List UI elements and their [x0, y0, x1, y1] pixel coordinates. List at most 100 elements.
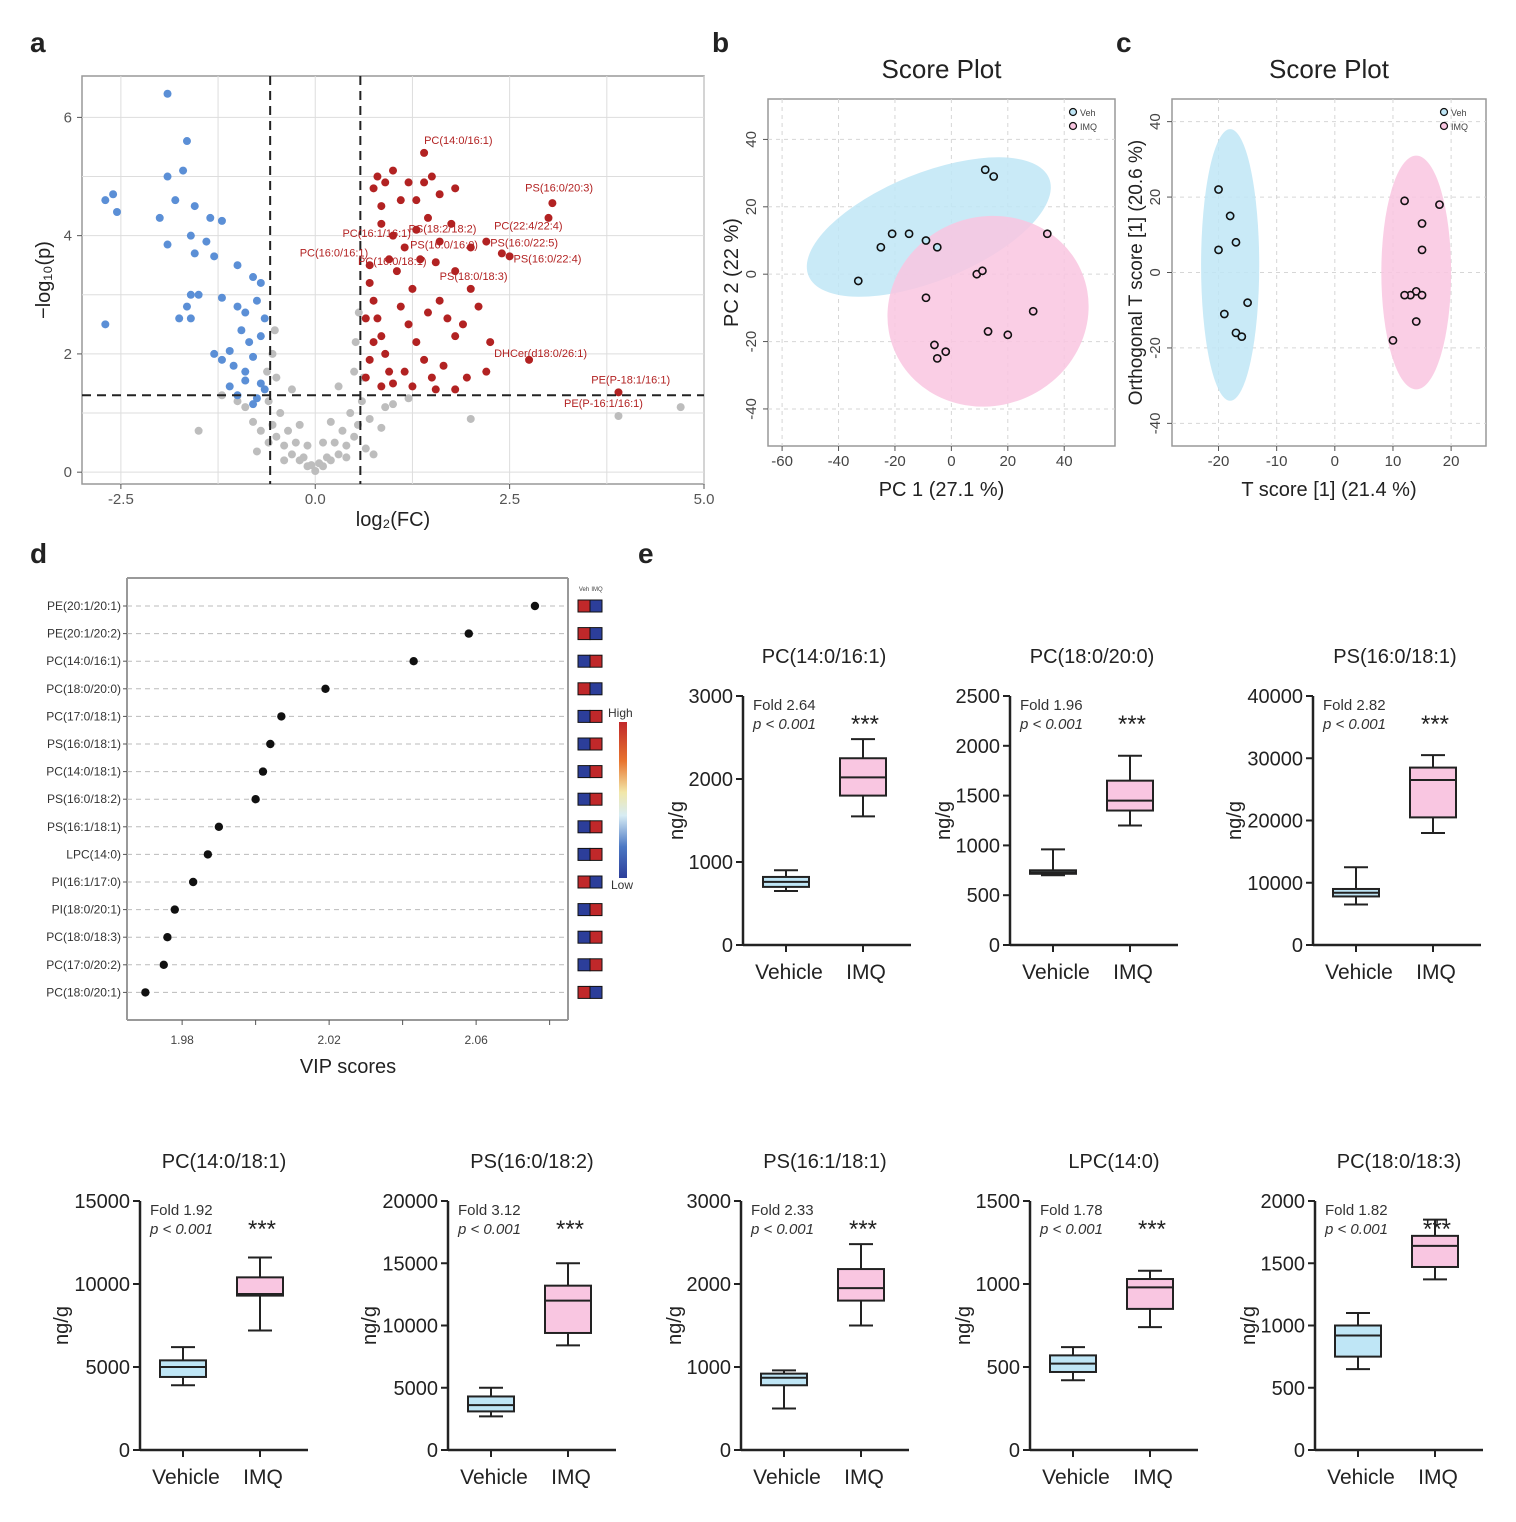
- vip-category-label: PE(20:1/20:1): [47, 599, 121, 613]
- boxplot-title: PS(16:0/18:1): [1333, 646, 1456, 668]
- panel-letters: a b c d e: [30, 27, 1132, 569]
- y-tick-label: 0: [64, 464, 72, 481]
- fold-change-text: Fold 1.96: [1020, 697, 1083, 714]
- ns-point: [307, 461, 316, 470]
- ns-point: [272, 373, 281, 382]
- fold-change-text: Fold 3.12: [458, 1202, 521, 1219]
- score-point-imq: [1003, 330, 1013, 340]
- x-axis-label: PC 1 (27.1 %): [879, 479, 1005, 501]
- down-point: [101, 320, 110, 329]
- y-axis-label: ng/g: [664, 1306, 686, 1345]
- y-axis-label: ng/g: [666, 801, 688, 840]
- ns-point: [299, 453, 308, 462]
- up-point: [451, 332, 460, 341]
- point-label: PE(P-16:1/16:1): [564, 398, 643, 410]
- ns-point: [326, 417, 335, 426]
- vip-point: [277, 712, 286, 721]
- x-tick-label: 1.98: [170, 1033, 194, 1047]
- heat-header: Veh: [579, 587, 589, 593]
- up-point: [373, 172, 382, 181]
- ns-point: [338, 426, 347, 435]
- box-vehicle: [760, 1372, 808, 1387]
- up-point: [400, 367, 409, 376]
- heat-cell: [577, 985, 591, 999]
- category-label-imq: IMQ: [1133, 1466, 1173, 1489]
- up-point: [389, 379, 397, 388]
- significance-stars: ***: [1423, 1216, 1451, 1243]
- y-tick-label: 20: [743, 198, 760, 215]
- down-point: [256, 379, 265, 388]
- up-point: [458, 320, 467, 329]
- y-tick-label: 6: [64, 109, 72, 126]
- ns-point: [252, 447, 261, 456]
- ns-point: [334, 450, 343, 459]
- up-point: [423, 308, 432, 317]
- up-point: [451, 184, 460, 193]
- score-point-imq: [1417, 245, 1427, 255]
- ns-point: [389, 400, 397, 409]
- heat-cell: [589, 709, 603, 723]
- down-point: [179, 166, 188, 175]
- down-point: [256, 278, 265, 287]
- significance-stars: ***: [1138, 1216, 1166, 1243]
- x-tick-label: -40: [828, 453, 850, 470]
- score-point-imq: [1435, 200, 1444, 210]
- score-point-imq: [1411, 317, 1421, 326]
- ns-point: [377, 423, 386, 432]
- y-axis-label: ng/g: [1238, 1306, 1260, 1345]
- vip-point: [464, 629, 473, 638]
- ns-point: [330, 438, 339, 447]
- up-point: [420, 148, 429, 157]
- score-point-imq: [1417, 219, 1427, 228]
- y-axis-label: ng/g: [933, 801, 955, 840]
- heat-cell: [577, 682, 591, 696]
- boxplot-3: PC(14:0/18:1) 0 5000 10000 15000 ng/g Vehicle I…: [51, 1151, 308, 1489]
- heat-cell: [589, 847, 603, 861]
- heat-cell: [589, 654, 603, 668]
- plot-frame: [81, 75, 705, 485]
- up-point: [389, 166, 397, 175]
- boxplot-7: PC(18:0/18:3) 0 500 1000 1500 2000 ng/g Vehicle…: [1238, 1151, 1483, 1489]
- heat-cell: [589, 820, 603, 834]
- up-point: [408, 284, 417, 293]
- y-tick-label: 1500: [1261, 1253, 1306, 1275]
- down-point: [229, 361, 238, 370]
- heat-cell: [577, 737, 591, 751]
- point-label: PS(18:2/18:2): [409, 224, 477, 236]
- y-tick-label: 20000: [382, 1191, 438, 1213]
- x-tick-label: 0: [947, 453, 955, 470]
- up-point: [365, 261, 374, 270]
- heat-cell: [577, 627, 591, 641]
- y-axis-label: ng/g: [953, 1306, 975, 1345]
- heat-cell: [577, 847, 591, 861]
- category-label-imq: IMQ: [1113, 961, 1153, 984]
- panel-letter-c: c: [1116, 27, 1132, 58]
- colorbar-high-label: High: [608, 706, 633, 720]
- up-point: [369, 296, 378, 305]
- legend-marker: [1068, 121, 1078, 131]
- ns-point: [280, 456, 289, 465]
- y-tick-label: 40000: [1247, 686, 1303, 708]
- down-point: [237, 326, 246, 335]
- y-tick-label: 500: [967, 885, 1000, 907]
- down-point: [101, 196, 110, 205]
- down-point: [241, 308, 250, 317]
- p-value-text: p < 0.001: [1324, 1221, 1388, 1238]
- score-point-imq: [921, 293, 931, 303]
- x-tick-label: -60: [771, 453, 793, 470]
- ns-point: [342, 453, 351, 462]
- x-tick-label: 0.0: [305, 491, 326, 508]
- up-point: [396, 196, 405, 205]
- heat-cell: [589, 765, 603, 779]
- x-tick-label: -20: [1208, 453, 1230, 470]
- box-imq: [544, 1284, 592, 1334]
- box-imq: [1409, 766, 1457, 819]
- y-tick-label: 15000: [74, 1191, 130, 1213]
- up-point: [381, 349, 390, 358]
- x-tick-label: 20: [1443, 453, 1460, 470]
- up-point: [412, 225, 421, 234]
- down-point: [217, 293, 226, 302]
- heat-cell: [589, 903, 603, 917]
- vip-category-label: PI(16:1/17:0): [52, 875, 121, 889]
- up-point: [525, 355, 534, 364]
